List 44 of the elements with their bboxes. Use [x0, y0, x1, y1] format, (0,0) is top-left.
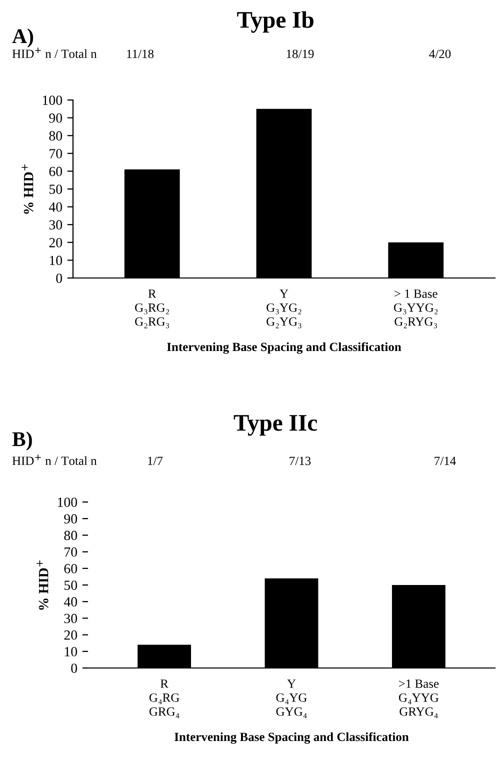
- y-tick-label: 100: [58, 498, 78, 507]
- y-tick-label: 70: [50, 148, 62, 158]
- x-tick-label: > 1 Base G₃YYG₂ G₂RYG₃: [394, 290, 438, 328]
- y-tick-label: 60: [64, 564, 78, 574]
- x-tick-label: R G₃RG₂ G₂RG₃: [135, 290, 170, 328]
- y-tick-label: 90: [49, 113, 62, 123]
- chart-title: Type IIc: [234, 415, 318, 436]
- x-tick-label: R G₄RG GRG₄: [149, 680, 180, 718]
- y-tick-label: 0: [71, 664, 78, 673]
- x-axis-title: Intervening Base Spacing and Classification: [174, 732, 409, 744]
- y-tick-label: 20: [49, 238, 62, 248]
- y-tick-label: 20: [64, 630, 78, 640]
- x-tick-label: Y G₄YG GYG₄: [276, 680, 307, 718]
- text: A): [12, 28, 34, 48]
- x-tick-label: >1 Base G₄YYG GRYG₄: [398, 680, 439, 718]
- y-tick-label: 80: [49, 131, 62, 141]
- x-axis-title: Intervening Base Spacing and Classification: [167, 342, 402, 354]
- y-tick-label: 10: [64, 646, 78, 656]
- y-axis-title: % HID$^{+}$: [36, 560, 48, 610]
- y-tick-label: 50: [50, 184, 62, 194]
- text: 1/7: [148, 456, 163, 466]
- y-tick-label: 60: [49, 166, 62, 176]
- text: 4/20: [429, 50, 451, 58]
- text: B): [12, 432, 32, 450]
- text: HID$^{+}$ n / Total n: [12, 454, 97, 466]
- text: 18/19: [286, 50, 314, 58]
- x-tick-label: Y G₃YG₂ G₂YG₃: [266, 290, 302, 328]
- chart-title: Type Ib: [237, 11, 314, 33]
- text: 11/18: [127, 50, 154, 58]
- y-tick-label: 40: [48, 202, 62, 212]
- y-tick-label: 100: [42, 96, 62, 105]
- text: 7/14: [434, 456, 456, 466]
- y-axis-title: % HID$^{+}$: [22, 164, 34, 214]
- text: HID$^{+}$ n / Total n: [12, 48, 97, 58]
- y-tick-label: 70: [64, 547, 78, 557]
- y-tick-label: 80: [64, 530, 78, 540]
- y-tick-label: 0: [56, 274, 62, 283]
- y-tick-label: 10: [50, 256, 62, 266]
- y-tick-label: 30: [64, 614, 78, 624]
- y-tick-label: 40: [64, 597, 78, 607]
- y-tick-label: 50: [64, 580, 78, 590]
- y-tick-label: 90: [64, 514, 78, 524]
- y-tick-label: 30: [49, 220, 62, 230]
- text: 7/13: [290, 456, 311, 466]
